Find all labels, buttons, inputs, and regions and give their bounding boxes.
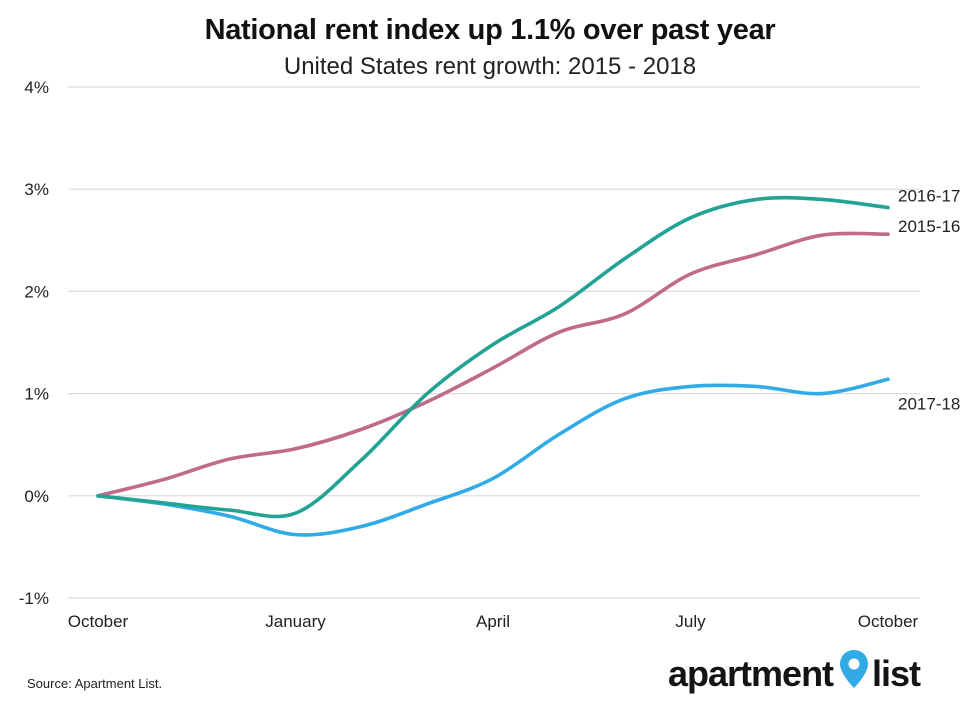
map-pin-icon	[840, 650, 868, 688]
x-tick-label: January	[265, 612, 326, 631]
series-label-2016-17: 2016-17	[898, 187, 960, 206]
y-tick-label: 0%	[24, 487, 49, 506]
series-line-2017-18	[96, 377, 890, 537]
chart-subtitle: United States rent growth: 2015 - 2018	[283, 53, 697, 80]
y-tick-label: 4%	[24, 78, 49, 97]
chart-title: National rent index up 1.1% over past ye…	[204, 14, 776, 46]
series-label-2015-16: 2015-16	[898, 217, 960, 236]
x-tick-label: October	[68, 612, 129, 631]
series-labels: 2016-17 2015-16 2017-18	[898, 187, 960, 414]
y-tick-label: -1%	[19, 589, 49, 608]
source-note: Source: Apartment List.	[27, 676, 163, 691]
x-axis-labels: October January April July October	[68, 612, 919, 631]
logo-word-apartment: apartment	[668, 653, 834, 694]
x-tick-label: April	[476, 612, 510, 631]
gridlines	[68, 86, 920, 599]
series-label-2017-18: 2017-18	[898, 394, 960, 413]
series-lines	[96, 195, 890, 537]
apartment-list-logo: apartment list	[668, 650, 922, 694]
x-tick-label: October	[858, 612, 919, 631]
series-line-2015-16	[96, 231, 890, 498]
x-tick-label: July	[675, 612, 706, 631]
logo-word-list: list	[872, 653, 921, 694]
y-tick-label: 3%	[24, 180, 49, 199]
y-tick-label: 1%	[24, 385, 49, 404]
y-axis-labels: -1% 0% 1% 2% 3% 4%	[19, 78, 49, 608]
y-tick-label: 2%	[24, 282, 49, 301]
series-line-2016-17	[96, 195, 890, 519]
